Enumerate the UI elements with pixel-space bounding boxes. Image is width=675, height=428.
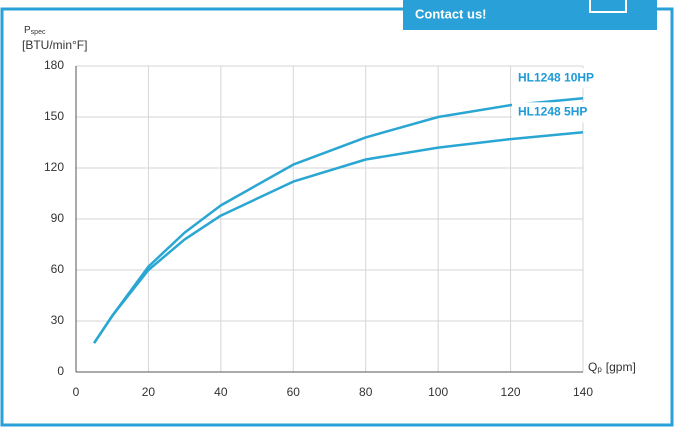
y-tick-label: 30: [51, 313, 65, 327]
x-label: Qp [gpm]: [588, 360, 636, 374]
series-label: HL1248 5HP: [518, 104, 587, 118]
series-line: [93, 131, 584, 344]
series-label: HL1248 10HP: [518, 70, 594, 84]
y-tick-label: 0: [57, 364, 64, 378]
y-tick-label: 150: [44, 109, 64, 123]
x-tick-label: 100: [428, 385, 448, 399]
y-tick-label: 120: [44, 160, 64, 174]
x-tick-label: 120: [501, 385, 521, 399]
contact-button[interactable]: Contact us!: [415, 6, 487, 21]
x-tick-label: 140: [573, 385, 593, 399]
label-bg: [512, 102, 622, 123]
x-label-symbol: Q: [588, 360, 597, 374]
y-label-subscript: spec: [31, 29, 46, 36]
x-tick-label: 20: [142, 385, 156, 399]
x-label-subscript: p: [597, 365, 602, 374]
series-line: [93, 97, 584, 344]
label-bg: [512, 68, 622, 89]
y-label-unit: [BTU/min°F]: [22, 38, 87, 52]
x-tick-label: 60: [287, 385, 301, 399]
y-label-symbol: P: [24, 25, 31, 36]
x-tick-label: 0: [73, 385, 80, 399]
y-label: Pspec: [24, 25, 46, 36]
x-tick-label: 40: [214, 385, 228, 399]
x-tick-label: 80: [359, 385, 373, 399]
y-tick-label: 180: [44, 58, 64, 72]
contact-bar: [403, 0, 657, 30]
y-tick-label: 90: [51, 211, 65, 225]
icon: [589, 0, 627, 13]
x-label-unit: [gpm]: [606, 360, 636, 374]
frame: [0, 7, 674, 427]
y-tick-label: 60: [51, 262, 65, 276]
